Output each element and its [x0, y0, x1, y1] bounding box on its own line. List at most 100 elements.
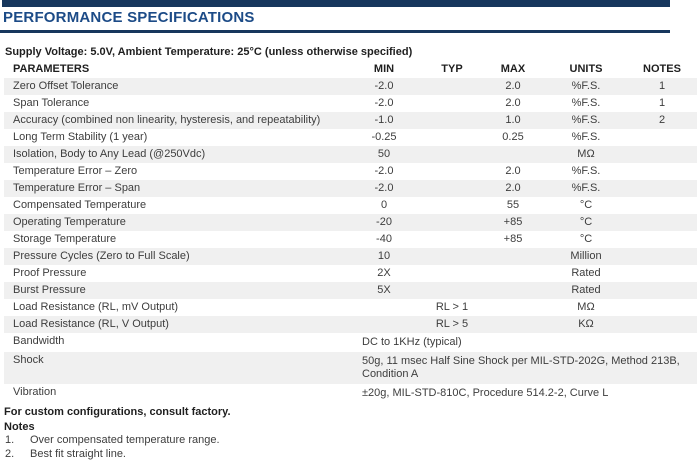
note-text: Best fit straight line.: [30, 447, 126, 460]
custom-config-note: For custom configurations, consult facto…: [4, 406, 231, 418]
min-cell: -0.25: [371, 131, 397, 143]
note-number: 2.: [5, 447, 15, 460]
parameter-cell: Proof Pressure: [13, 267, 87, 279]
table-row: Compensated Temperature 0 55 °C: [4, 197, 697, 214]
top-divider-bar: [2, 0, 670, 7]
table-row: Temperature Error – Span -2.0 2.0 %F.S.: [4, 180, 697, 197]
table-row: Accuracy (combined non linearity, hyster…: [4, 112, 697, 129]
min-cell: 5X: [377, 284, 391, 296]
column-header: NOTES: [643, 63, 681, 75]
spec-table-body: Zero Offset Tolerance -2.0 2.0 %F.S. 1 Span T…: [4, 78, 697, 403]
min-cell: 0: [380, 199, 388, 211]
notes-list: 1. Over compensated temperature range. 2. B…: [5, 434, 220, 461]
table-row: Proof Pressure 2X Rated: [4, 265, 697, 282]
min-cell: -2.0: [374, 165, 394, 177]
parameter-cell: Long Term Stability (1 year): [13, 131, 148, 143]
parameter-cell: Temperature Error – Zero: [13, 165, 138, 177]
units-cell: Rated: [571, 284, 601, 296]
table-row: Long Term Stability (1 year) -0.25 0.25 %F.…: [4, 129, 697, 146]
min-cell: -40: [376, 233, 392, 245]
column-header: MAX: [500, 63, 526, 75]
units-cell: %F.S.: [571, 165, 601, 177]
min-cell: 10: [377, 250, 391, 262]
table-row: Load Resistance (RL, V Output) RL > 5 KΩ: [4, 316, 697, 333]
column-header: MIN: [373, 63, 395, 75]
table-row: Shock 50g, 11 msec Half Sine Shock per MI…: [4, 352, 697, 384]
parameter-cell: Burst Pressure: [13, 284, 86, 296]
units-cell: %F.S.: [571, 80, 601, 92]
table-header-row: PARAMETERS MIN TYP MAX UNITS NOTES: [4, 61, 697, 78]
units-cell: MΩ: [577, 148, 595, 160]
typ-cell: RL > 1: [435, 301, 469, 313]
parameter-cell: Isolation, Body to Any Lead (@250Vdc): [13, 148, 206, 160]
table-row: Zero Offset Tolerance -2.0 2.0 %F.S. 1: [4, 78, 697, 95]
units-cell: KΩ: [578, 318, 594, 330]
min-cell: -2.0: [374, 97, 394, 109]
parameter-cell: Bandwidth: [13, 335, 65, 347]
table-row: Isolation, Body to Any Lead (@250Vdc) 50 M…: [4, 146, 697, 163]
spec-table: PARAMETERS MIN TYP MAX UNITS NOTES Zero Offse…: [4, 61, 697, 403]
max-cell: 2.0: [505, 80, 521, 92]
column-header: UNITS: [569, 63, 603, 75]
table-row: Load Resistance (RL, mV Output) RL > 1 MΩ: [4, 299, 697, 316]
max-cell: 2.0: [505, 97, 521, 109]
max-cell: 2.0: [505, 165, 521, 177]
parameter-cell: Accuracy (combined non linearity, hyster…: [13, 114, 321, 126]
value-span-cell: ±20g, MIL-STD-810C, Procedure 514.2-2, C…: [362, 387, 609, 399]
page-title: PERFORMANCE SPECIFICATIONS: [3, 9, 255, 26]
max-cell: +85: [503, 216, 523, 228]
note-text: Over compensated temperature range.: [30, 434, 220, 446]
table-row: Burst Pressure 5X Rated: [4, 282, 697, 299]
parameter-cell: Compensated Temperature: [13, 199, 147, 211]
value-span-cell: 50g, 11 msec Half Sine Shock per MIL-STD…: [362, 355, 680, 380]
parameter-cell: Pressure Cycles (Zero to Full Scale): [13, 250, 190, 262]
table-row: Span Tolerance -2.0 2.0 %F.S. 1: [4, 95, 697, 112]
notes-cell: 1: [658, 80, 666, 92]
min-cell: -2.0: [374, 182, 394, 194]
units-cell: %F.S.: [571, 182, 601, 194]
min-cell: -2.0: [374, 80, 394, 92]
note-item: 2. Best fit straight line.: [5, 448, 220, 462]
units-cell: °C: [579, 199, 593, 211]
note-number: 1.: [5, 434, 15, 446]
column-header: TYP: [441, 63, 463, 75]
typ-cell: RL > 5: [435, 318, 469, 330]
units-cell: °C: [579, 233, 593, 245]
table-row: Bandwidth DC to 1KHz (typical): [4, 333, 697, 352]
units-cell: °C: [579, 216, 593, 228]
units-cell: %F.S.: [571, 97, 601, 109]
title-underline: [0, 30, 670, 33]
table-row: Vibration ±20g, MIL-STD-810C, Procedure 5…: [4, 384, 697, 403]
min-cell: -1.0: [374, 114, 394, 126]
parameter-cell: Temperature Error – Span: [13, 182, 141, 194]
parameter-cell: Shock: [13, 354, 44, 366]
table-row: Storage Temperature -40 +85 °C: [4, 231, 697, 248]
parameter-cell: Operating Temperature: [13, 216, 126, 228]
parameter-cell: Zero Offset Tolerance: [13, 80, 119, 92]
units-cell: Million: [570, 250, 602, 262]
max-cell: 2.0: [505, 182, 521, 194]
units-cell: MΩ: [577, 301, 595, 313]
column-header: PARAMETERS: [13, 63, 90, 75]
notes-cell: 1: [658, 97, 666, 109]
notes-title: Notes: [4, 421, 35, 433]
units-cell: %F.S.: [571, 131, 601, 143]
value-span-cell: DC to 1KHz (typical): [362, 336, 462, 348]
parameter-cell: Storage Temperature: [13, 233, 117, 245]
table-row: Operating Temperature -20 +85 °C: [4, 214, 697, 231]
table-row: Temperature Error – Zero -2.0 2.0 %F.S.: [4, 163, 697, 180]
max-cell: 0.25: [502, 131, 524, 143]
supply-conditions-text: Supply Voltage: 5.0V, Ambient Temperatur…: [5, 46, 413, 58]
units-cell: %F.S.: [571, 114, 601, 126]
min-cell: 50: [377, 148, 391, 160]
min-cell: -20: [376, 216, 392, 228]
min-cell: 2X: [377, 267, 391, 279]
notes-cell: 2: [658, 114, 666, 126]
parameter-cell: Span Tolerance: [13, 97, 90, 109]
parameter-cell: Vibration: [13, 386, 57, 398]
table-row: Pressure Cycles (Zero to Full Scale) 10 Mi…: [4, 248, 697, 265]
max-cell: 55: [506, 199, 520, 211]
note-item: 1. Over compensated temperature range.: [5, 434, 220, 448]
max-cell: 1.0: [505, 114, 521, 126]
parameter-cell: Load Resistance (RL, mV Output): [13, 301, 179, 313]
